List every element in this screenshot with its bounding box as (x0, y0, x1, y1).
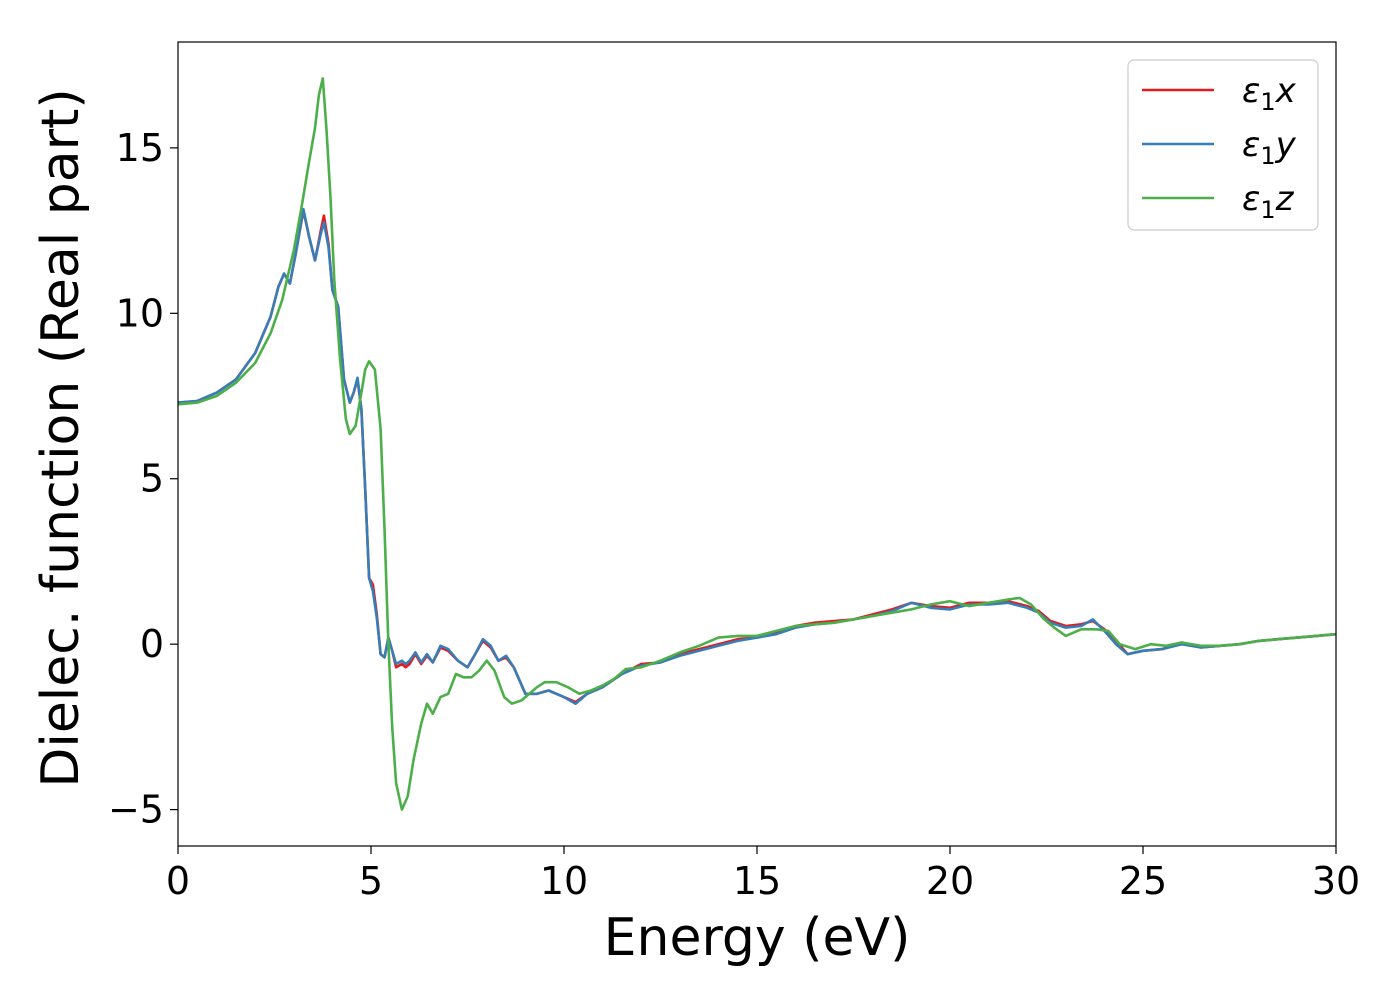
x-axis-label: Energy (eV) (604, 908, 911, 968)
y-tick-label: 5 (140, 457, 164, 501)
y-tick-label: 15 (116, 126, 164, 170)
series-layer (178, 77, 1336, 811)
series-line-z (178, 77, 1336, 811)
legend-box (1127, 59, 1319, 231)
x-tick-label: 0 (166, 859, 190, 903)
y-tick-label: 0 (140, 622, 164, 666)
x-tick-label: 10 (540, 859, 588, 903)
legend-label-y: ε1y (1242, 125, 1297, 170)
legend-label-x: ε1x (1242, 71, 1297, 116)
x-tick-label: 30 (1312, 859, 1360, 903)
x-tick-label: 5 (359, 859, 383, 903)
x-axis: 0 5 10 15 20 25 30 (166, 846, 1360, 903)
x-tick-label: 20 (926, 859, 974, 903)
y-axis-label: Dielec. function (Real part) (31, 88, 91, 787)
legend-label-z: ε1z (1242, 179, 1295, 224)
y-tick-label: 10 (116, 291, 164, 335)
x-tick-label: 15 (733, 859, 781, 903)
series-line-y (178, 207, 1336, 706)
x-tick-label: 25 (1119, 859, 1167, 903)
y-axis: −5 0 5 10 15 (108, 126, 178, 832)
legend: ε1x ε1y ε1z (1127, 59, 1319, 231)
y-tick-label: −5 (108, 788, 164, 832)
